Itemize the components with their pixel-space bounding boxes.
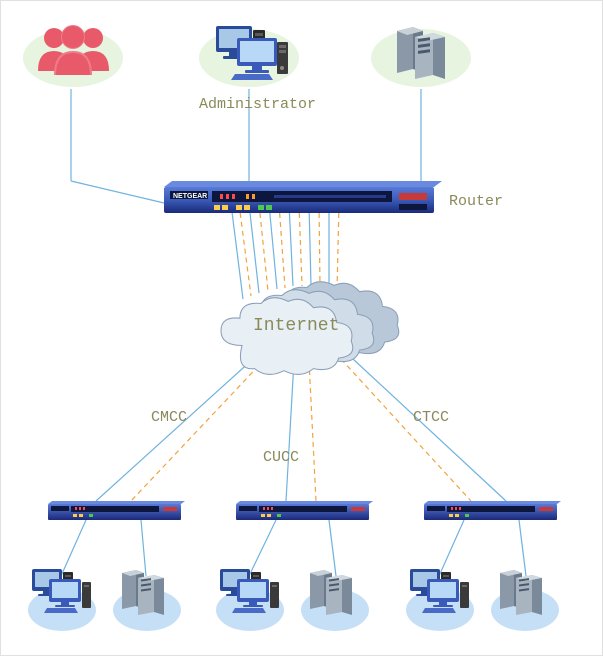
administrator-label: Administrator	[199, 96, 316, 113]
conn-cloud-r2-s	[286, 361, 294, 501]
conn-people-router-2	[71, 181, 164, 203]
bottom-router-3-icon	[419, 499, 564, 525]
bottom-server-3-icon	[494, 564, 552, 620]
svg-text:NETGEAR: NETGEAR	[173, 193, 207, 200]
bottom-pc-2-icon	[217, 566, 283, 621]
internet-label: Internet	[253, 316, 339, 336]
people-icon	[36, 23, 111, 78]
admin-computer-icon	[211, 23, 289, 83]
cmcc-label: CMCC	[151, 409, 187, 426]
cucc-label: CUCC	[263, 449, 299, 466]
bottom-pc-1-icon	[29, 566, 95, 621]
conn-cloud-r2-d	[309, 361, 316, 501]
top-server-icon	[389, 21, 455, 83]
router-label: Router	[449, 193, 503, 210]
bottom-router-1-icon	[43, 499, 188, 525]
main-router-icon: NETGEAR	[156, 179, 446, 221]
bottom-router-2-icon	[231, 499, 376, 525]
ctcc-label: CTCC	[413, 409, 449, 426]
bottom-server-2-icon	[304, 564, 362, 620]
bottom-pc-3-icon	[407, 566, 473, 621]
bottom-server-1-icon	[116, 564, 174, 620]
